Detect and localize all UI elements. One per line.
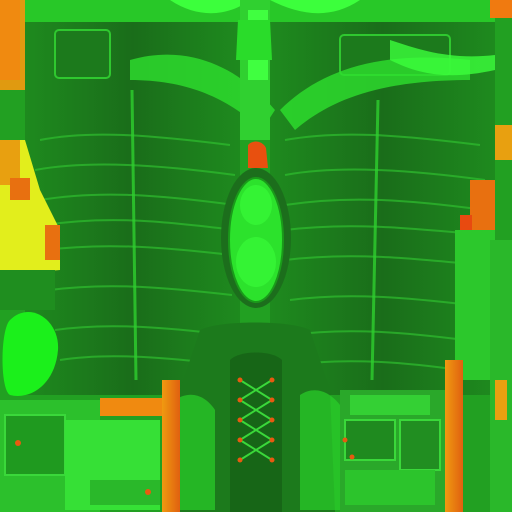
left-wrinkles: [34, 133, 236, 366]
left-blob: [2, 311, 59, 396]
orange-bar: [162, 380, 180, 512]
boot-eyelets: [237, 377, 275, 463]
boot-laces: [239, 379, 273, 461]
toe-cap: [248, 141, 268, 168]
left-pocket: [54, 29, 111, 79]
